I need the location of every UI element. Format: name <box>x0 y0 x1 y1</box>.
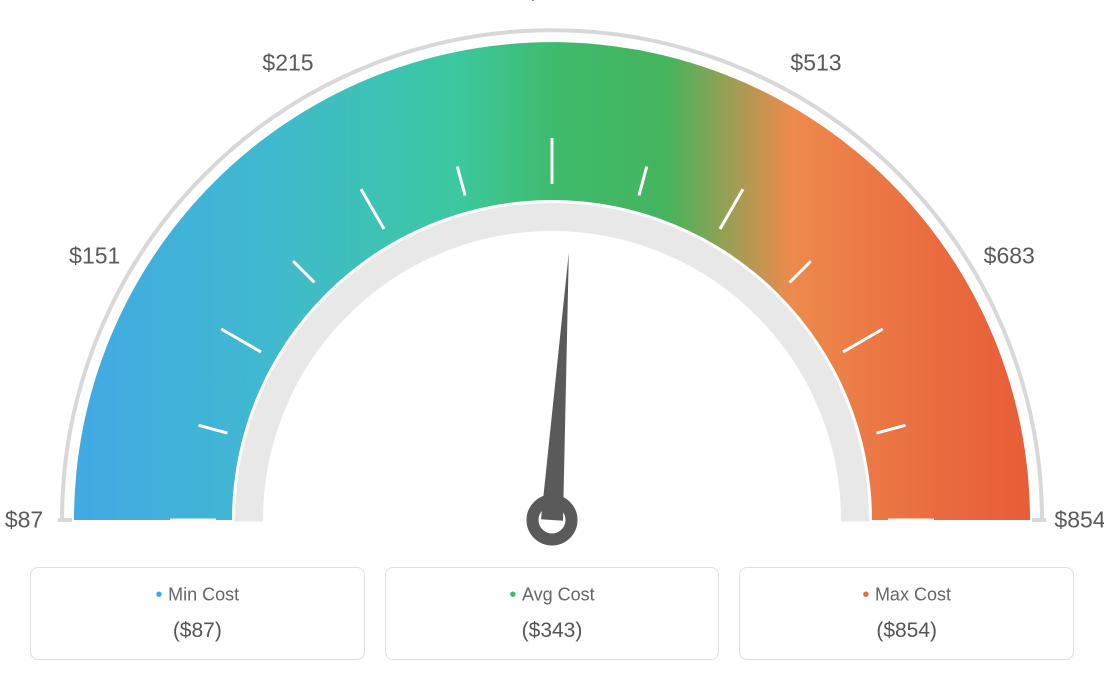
avg-cost-card: Avg Cost ($343) <box>385 567 720 660</box>
avg-cost-value: ($343) <box>406 619 699 643</box>
avg-cost-label: Avg Cost <box>406 584 699 607</box>
gauge-tick-label: $215 <box>262 49 313 76</box>
min-cost-value: ($87) <box>51 619 344 643</box>
gauge-svg <box>0 0 1104 570</box>
max-cost-label: Max Cost <box>760 584 1053 607</box>
gauge-tick-label: $343 <box>526 0 577 6</box>
max-cost-card: Max Cost ($854) <box>739 567 1074 660</box>
gauge-tick-label: $854 <box>1054 507 1104 534</box>
summary-cards: Min Cost ($87) Avg Cost ($343) Max Cost … <box>30 567 1074 660</box>
gauge-tick-label: $151 <box>69 243 120 270</box>
min-cost-label: Min Cost <box>51 584 344 607</box>
gauge-tick-label: $87 <box>5 507 43 534</box>
max-cost-value: ($854) <box>760 619 1053 643</box>
gauge-tick-label: $683 <box>984 243 1035 270</box>
gauge-chart: $87 $151 $215 $343 $513 $683 $854 <box>0 0 1104 570</box>
min-cost-card: Min Cost ($87) <box>30 567 365 660</box>
gauge-tick-label: $513 <box>790 49 841 76</box>
